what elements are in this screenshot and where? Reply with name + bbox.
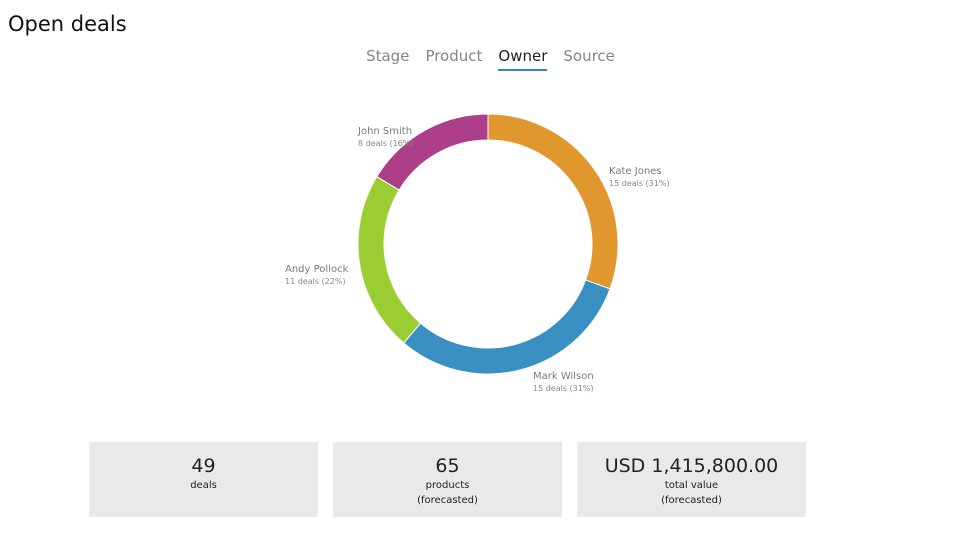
owner-donut-chart: Kate Jones 15 deals (31%) Mark Wilson 15… (285, 113, 670, 393)
donut-slice-mark-wilson[interactable] (403, 279, 611, 375)
stat-label-sub: (forecasted) (661, 495, 722, 506)
tab-owner[interactable]: Owner (498, 46, 548, 71)
donut-slice-john-smith[interactable] (376, 113, 489, 191)
stat-card-deals: 49 deals (89, 442, 318, 517)
stat-label-sub: (forecasted) (417, 495, 478, 506)
slice-name: Andy Pollock (285, 264, 349, 275)
stat-card-total-value: USD 1,415,800.00 total value (forecasted… (577, 442, 806, 517)
slice-detail: 15 deals (31%) (609, 179, 670, 188)
tab-stage[interactable]: Stage (366, 47, 410, 65)
slice-name: Mark Wilson (533, 371, 594, 382)
stat-value: 65 (435, 455, 460, 477)
stat-value: 49 (191, 455, 216, 477)
slice-label-mark-wilson[interactable]: Mark Wilson 15 deals (31%) (533, 371, 594, 393)
tab-source[interactable]: Source (563, 47, 615, 65)
slice-label-andy-pollock[interactable]: Andy Pollock 11 deals (22%) (285, 264, 349, 286)
stat-label: deals (190, 480, 217, 491)
stat-value: USD 1,415,800.00 (604, 455, 779, 477)
slice-detail: 11 deals (22%) (285, 277, 346, 286)
page-title: Open deals (8, 12, 127, 36)
donut-slices (357, 113, 619, 375)
slice-detail: 15 deals (31%) (533, 384, 594, 393)
tab-bar: Stage Product Owner Source (0, 46, 977, 71)
slice-name: John Smith (357, 126, 412, 137)
slice-name: Kate Jones (609, 166, 662, 177)
donut-slice-kate-jones[interactable] (487, 113, 619, 290)
slice-label-john-smith[interactable]: John Smith 8 deals (16%) (357, 126, 414, 148)
slice-detail: 8 deals (16%) (358, 139, 414, 148)
donut-slice-andy-pollock[interactable] (357, 175, 422, 344)
stat-label: products (425, 480, 470, 491)
tab-product[interactable]: Product (425, 47, 483, 65)
slice-label-kate-jones[interactable]: Kate Jones 15 deals (31%) (609, 166, 670, 188)
stat-label: total value (664, 480, 719, 491)
stat-card-products: 65 products (forecasted) (333, 442, 562, 517)
